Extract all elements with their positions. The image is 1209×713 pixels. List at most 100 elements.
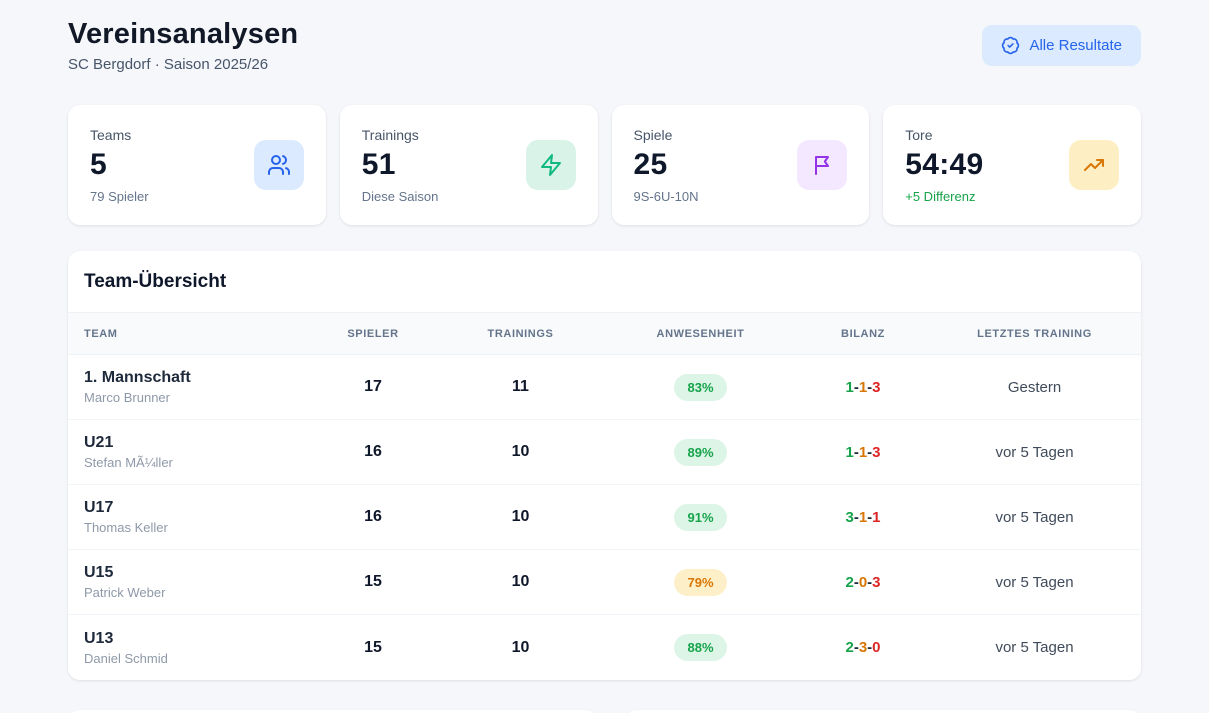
stat-card-tore: Tore 54:49 +5 Differenz bbox=[883, 105, 1141, 225]
column-header-trainings: TRAININGS bbox=[487, 327, 554, 340]
cell-anwesenheit: 88% bbox=[603, 634, 798, 661]
bilanz-losses: 0 bbox=[872, 639, 881, 656]
table-row: 1. Mannschaft Marco Brunner 17 11 83% 1-1-3 Ge… bbox=[68, 355, 1141, 420]
cell-trainings: 10 bbox=[511, 508, 530, 525]
cell-bilanz: 1-1-3 bbox=[798, 379, 928, 396]
cell-team: U15 Patrick Weber bbox=[68, 564, 308, 600]
column-header-spieler: SPIELER bbox=[347, 327, 399, 340]
bilanz-separator: - bbox=[867, 443, 873, 461]
team-name: U13 bbox=[84, 629, 114, 647]
bilanz-separator: - bbox=[853, 639, 859, 656]
column-header-bilanz: BILANZ bbox=[841, 327, 885, 340]
team-name: U15 bbox=[84, 564, 114, 581]
bilanz-separator: - bbox=[853, 508, 859, 526]
table-body: 1. Mannschaft Marco Brunner 17 11 83% 1-1-3 Ge… bbox=[68, 355, 1141, 680]
cell-trainings: 11 bbox=[512, 378, 529, 395]
cell-bilanz: 2-0-3 bbox=[798, 574, 928, 591]
bottom-card-left bbox=[68, 710, 597, 713]
attendance-badge: 89% bbox=[674, 438, 727, 466]
cell-team: U13 Daniel Schmid bbox=[68, 630, 308, 666]
table-title: Team-Übersicht bbox=[84, 271, 227, 292]
stat-subtext: +5 Differenz bbox=[905, 188, 976, 204]
stat-value: 5 bbox=[90, 147, 107, 181]
cell-anwesenheit: 91% bbox=[603, 503, 798, 531]
cell-trainings: 10 bbox=[511, 638, 530, 656]
stat-label: Spiele bbox=[633, 126, 673, 143]
stat-subtext: 9S-6U-10N bbox=[633, 188, 699, 204]
bilanz-draws: 0 bbox=[858, 573, 868, 591]
stat-subtext: Diese Saison bbox=[361, 188, 439, 204]
page-subtitle: SC Bergdorf · Saison 2025/26 bbox=[68, 56, 269, 73]
stat-card-text: Teams 5 79 Spieler bbox=[90, 127, 149, 204]
cell-bilanz: 1-1-3 bbox=[798, 444, 928, 461]
badge-check-icon bbox=[1001, 36, 1020, 55]
team-name: U21 bbox=[84, 434, 114, 451]
bilanz-separator: - bbox=[867, 573, 873, 591]
stat-card-text: Tore 54:49 +5 Differenz bbox=[905, 127, 983, 204]
bottom-card-right bbox=[625, 710, 1141, 713]
bilanz-losses: 3 bbox=[872, 573, 881, 591]
table-row: U17 Thomas Keller 16 10 91% 3-1-1 vor 5 Tagen bbox=[68, 485, 1141, 550]
team-coach: Thomas Keller bbox=[84, 520, 168, 535]
stat-card-trainings: Trainings 51 Diese Saison bbox=[339, 105, 598, 225]
cell-spieler: 15 bbox=[364, 638, 382, 656]
cell-letztes-training: vor 5 Tagen bbox=[995, 573, 1074, 591]
attendance-badge: 79% bbox=[674, 568, 727, 596]
bottom-cards-row bbox=[68, 710, 1141, 713]
bilanz-wins: 2 bbox=[845, 639, 854, 656]
trending-up-icon bbox=[1069, 140, 1119, 190]
cell-anwesenheit: 89% bbox=[603, 438, 798, 466]
bilanz-losses: 3 bbox=[872, 378, 881, 396]
stat-subtext: 79 Spieler bbox=[90, 188, 149, 204]
team-coach: Stefan MÃ¼ller bbox=[84, 455, 173, 470]
table-header-row: TEAM SPIELER TRAININGS ANWESENHEIT BILANZ LET… bbox=[68, 312, 1141, 355]
table-row: U13 Daniel Schmid 15 10 88% 2-3-0 vor 5 Tagen bbox=[68, 615, 1141, 680]
column-header-anwesenheit: ANWESENHEIT bbox=[656, 327, 745, 340]
cell-anwesenheit: 79% bbox=[603, 568, 798, 596]
stat-label: Trainings bbox=[361, 126, 419, 143]
bilanz-losses: 1 bbox=[872, 508, 881, 526]
flag-icon bbox=[797, 140, 848, 190]
stats-row: Teams 5 79 Spieler Trainings 51 Diese Saison S… bbox=[68, 105, 1141, 225]
bilanz-separator: - bbox=[867, 508, 873, 526]
table-row: U15 Patrick Weber 15 10 79% 2-0-3 vor 5 Tagen bbox=[68, 550, 1141, 615]
bilanz-draws: 1 bbox=[858, 378, 868, 396]
bilanz-separator: - bbox=[867, 639, 873, 656]
cell-spieler: 15 bbox=[364, 573, 382, 590]
stat-value: 54:49 bbox=[905, 147, 984, 181]
cell-letztes-training: Gestern bbox=[1007, 378, 1062, 396]
cell-letztes-training: vor 5 Tagen bbox=[995, 639, 1074, 656]
bilanz-wins: 2 bbox=[845, 573, 854, 591]
bilanz-wins: 1 bbox=[845, 443, 854, 461]
stat-card-spiele: Spiele 25 9S-6U-10N bbox=[611, 105, 870, 225]
bilanz-wins: 3 bbox=[845, 508, 854, 526]
bilanz-separator: - bbox=[853, 443, 859, 461]
page-header: Vereinsanalysen SC Bergdorf · Saison 202… bbox=[68, 18, 1141, 73]
cell-bilanz: 2-3-0 bbox=[798, 639, 928, 656]
users-icon bbox=[253, 140, 304, 190]
all-results-button-label: Alle Resultate bbox=[1029, 37, 1122, 54]
bilanz-separator: - bbox=[867, 378, 873, 396]
bilanz-wins: 1 bbox=[845, 378, 854, 396]
attendance-badge: 91% bbox=[674, 503, 727, 531]
stat-card-text: Trainings 51 Diese Saison bbox=[362, 127, 439, 204]
bilanz-losses: 3 bbox=[872, 443, 881, 461]
cell-spieler: 17 bbox=[364, 378, 382, 395]
bilanz-separator: - bbox=[853, 573, 859, 591]
bilanz-draws: 1 bbox=[858, 443, 868, 461]
team-overview-card: Team-Übersicht TEAM SPIELER TRAININGS ANWES… bbox=[68, 251, 1141, 680]
all-results-button[interactable]: Alle Resultate bbox=[982, 25, 1141, 66]
team-coach: Patrick Weber bbox=[84, 585, 166, 600]
cell-trainings: 10 bbox=[511, 443, 530, 460]
stat-card-teams: Teams 5 79 Spieler bbox=[68, 105, 326, 225]
stat-label: Teams bbox=[90, 126, 132, 143]
cell-letztes-training: vor 5 Tagen bbox=[995, 508, 1074, 526]
cell-spieler: 16 bbox=[364, 443, 382, 460]
team-name: U17 bbox=[84, 499, 114, 516]
cell-letztes-training: vor 5 Tagen bbox=[995, 443, 1074, 461]
stat-card-text: Spiele 25 9S-6U-10N bbox=[634, 127, 699, 204]
column-header-team: TEAM bbox=[84, 327, 118, 340]
bilanz-separator: - bbox=[853, 378, 859, 396]
bilanz-draws: 3 bbox=[858, 639, 868, 656]
cell-spieler: 16 bbox=[364, 508, 382, 525]
